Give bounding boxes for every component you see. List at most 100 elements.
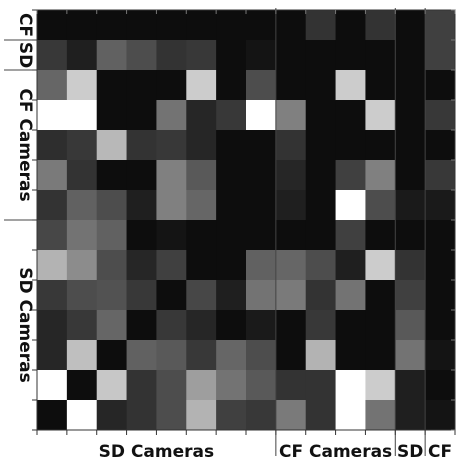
heatmap-cell [246, 280, 277, 311]
heatmap-cell [37, 280, 68, 311]
heatmap-cell [275, 250, 307, 281]
heatmap-cell [96, 70, 127, 101]
heatmap-cell [96, 40, 127, 71]
heatmap-cell [156, 400, 187, 431]
heatmap-cell [305, 100, 336, 131]
heatmap-cell [335, 280, 366, 311]
heatmap-cell [186, 400, 217, 431]
x-group-labels: SD Cameras CF Cameras SD CF [99, 442, 452, 458]
heatmap-cell [126, 280, 157, 311]
heatmap-cell [156, 280, 187, 311]
heatmap-cell [425, 130, 456, 161]
heatmap-cell [37, 310, 68, 341]
heatmap-cell [395, 160, 426, 191]
heatmap-cell [186, 40, 217, 71]
heatmap-cell [305, 370, 336, 401]
heatmap-cell [395, 70, 426, 101]
heatmap-cell [216, 250, 247, 281]
heatmap-cell [275, 40, 307, 71]
heatmap-cell [395, 310, 426, 341]
heatmap-cell [305, 340, 336, 371]
heatmap-cell [156, 310, 187, 341]
heatmap-cell [335, 40, 366, 71]
heatmap-cell [126, 190, 157, 221]
heatmap-cell [66, 160, 98, 191]
heatmap-cell [275, 190, 307, 221]
y-group-label: SD Cameras [15, 267, 35, 382]
heatmap-cell [37, 190, 68, 221]
heatmap-cell [425, 220, 456, 251]
heatmap-cell [37, 40, 68, 71]
heatmap-cell [186, 250, 217, 281]
heatmap-cell [37, 160, 68, 191]
heatmap-cell [305, 190, 336, 221]
heatmap-cell [216, 160, 247, 191]
heatmap-cell [365, 250, 396, 281]
heatmap-cell [246, 130, 277, 161]
heatmap-cell [66, 310, 98, 341]
x-group-label: CF [428, 442, 452, 458]
heatmap-cell [365, 220, 396, 251]
heatmap-cell [335, 70, 366, 101]
heatmap-cell [335, 220, 366, 251]
heatmap-cell [335, 370, 366, 401]
x-group-label: CF Cameras [279, 442, 392, 458]
heatmap-cell [37, 130, 68, 161]
heatmap-cell [156, 250, 187, 281]
heatmap-cell [246, 220, 277, 251]
heatmap-cell [66, 100, 98, 131]
heatmap-cell [246, 340, 277, 371]
heatmap-cell [335, 400, 366, 431]
heatmap-cell [246, 400, 277, 431]
heatmap-cell [96, 130, 127, 161]
heatmap-cell [425, 400, 456, 431]
heatmap-cell [305, 220, 336, 251]
heatmap-cell [37, 340, 68, 371]
heatmap-cell [335, 160, 366, 191]
heatmap-cell [305, 130, 336, 161]
heatmap-cell [126, 40, 157, 71]
heatmap-cell [66, 40, 98, 71]
heatmap-cell [395, 40, 426, 71]
heatmap-cell [126, 70, 157, 101]
heatmap-cell [66, 280, 98, 311]
heatmap-cell [186, 10, 217, 41]
heatmap-cell [335, 340, 366, 371]
heatmap-cell [37, 70, 68, 101]
heatmap-cell [216, 400, 247, 431]
heatmap-cell [365, 190, 396, 221]
heatmap-cell [216, 100, 247, 131]
heatmap-cell [37, 100, 68, 131]
heatmap-cell [365, 100, 396, 131]
heatmap-cell [425, 340, 456, 371]
heatmap-cell [66, 250, 98, 281]
heatmap-cell [395, 340, 426, 371]
heatmap-cell [305, 310, 336, 341]
heatmap-cell [425, 100, 456, 131]
heatmap-cell [275, 310, 307, 341]
heatmap-cell [425, 70, 456, 101]
heatmap-cell [335, 310, 366, 341]
heatmap-cell [395, 370, 426, 401]
axes [32, 9, 456, 435]
heatmap-cell [216, 130, 247, 161]
heatmap-cell [126, 160, 157, 191]
heatmap-cell [425, 370, 456, 401]
heatmap-cell [425, 190, 456, 221]
x-group-label: SD [397, 442, 423, 458]
heatmap-cell [126, 250, 157, 281]
heatmap-cell [186, 130, 217, 161]
heatmap-cell [216, 10, 247, 41]
heatmap-cell [96, 160, 127, 191]
heatmap-cell [305, 160, 336, 191]
heatmap-cell [305, 70, 336, 101]
heatmap-cell [66, 370, 98, 401]
heatmap-cell [126, 130, 157, 161]
heatmap-cell [425, 40, 456, 71]
heatmap-cell [335, 190, 366, 221]
heatmap-cell [66, 70, 98, 101]
heatmap-cell [365, 10, 396, 41]
heatmap-cell [156, 10, 187, 41]
heatmap-cells [37, 10, 456, 431]
heatmap-cell [96, 400, 127, 431]
